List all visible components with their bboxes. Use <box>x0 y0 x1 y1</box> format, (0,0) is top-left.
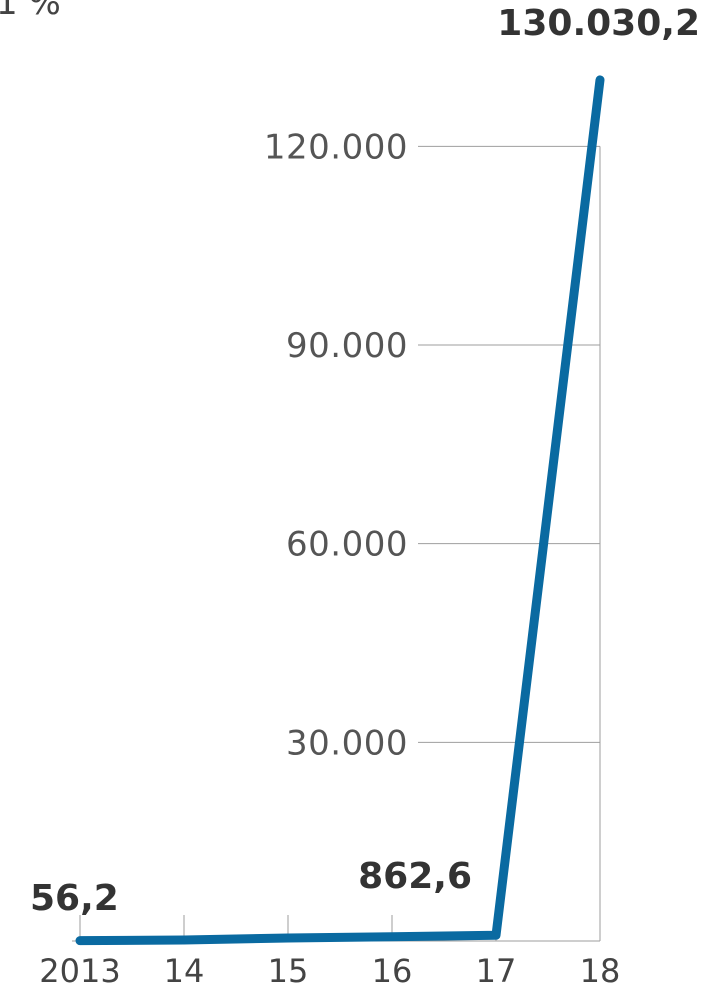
gridlines <box>418 145 601 941</box>
x-tick-label: 2013 <box>39 952 120 984</box>
data-label: 130.030,2 <box>497 3 700 44</box>
x-tick-label: 18 <box>580 952 621 984</box>
x-tick-label: 14 <box>164 952 205 984</box>
y-tick-label: 60.000 <box>286 525 408 565</box>
series-line <box>75 75 605 946</box>
unit-label: 1 % <box>0 0 61 23</box>
x-tick-label: 17 <box>476 952 517 984</box>
y-axis: 30.000 60.000 90.000 120.000 <box>264 127 408 763</box>
data-label: 862,6 <box>358 856 472 897</box>
data-label: 56,2 <box>30 878 119 919</box>
y-tick-label: 30.000 <box>286 723 408 763</box>
x-tick-label: 15 <box>268 952 309 984</box>
x-axis: 2013 14 15 16 17 18 <box>39 915 620 984</box>
y-tick-label: 90.000 <box>286 326 408 366</box>
x-tick-label: 16 <box>372 952 413 984</box>
series <box>75 75 605 946</box>
data-labels: 56,2 862,6 130.030,2 <box>30 3 700 919</box>
y-tick-label: 120.000 <box>264 127 408 167</box>
